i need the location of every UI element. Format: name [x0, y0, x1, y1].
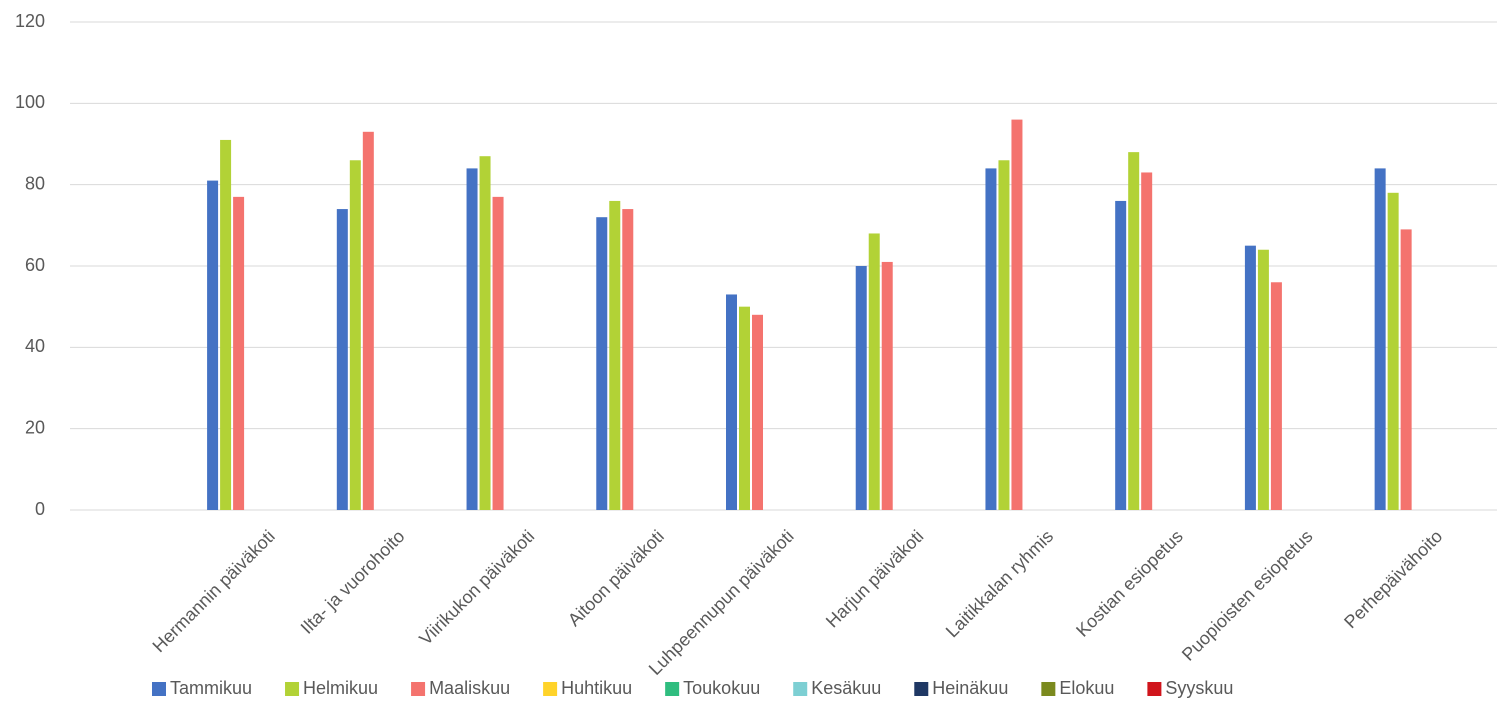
bar — [1244, 245, 1256, 510]
legend-swatch — [285, 682, 300, 696]
legend-label: Toukokuu — [683, 678, 760, 698]
x-tick-label: Puopioisten esiopetus — [1178, 526, 1317, 665]
bar — [349, 160, 361, 510]
legend-swatch — [665, 682, 680, 696]
legend-label: Maaliskuu — [429, 678, 510, 698]
legend-swatch — [152, 682, 166, 696]
legend-label: Helmikuu — [303, 678, 378, 698]
x-tick-label: Laitikkalan ryhmis — [942, 526, 1057, 641]
bar — [1257, 249, 1269, 510]
bar — [998, 160, 1010, 510]
legend-label: Tammikuu — [170, 678, 252, 698]
y-tick-label: 40 — [25, 336, 45, 356]
bar — [1011, 119, 1023, 510]
bar — [492, 196, 504, 510]
bar — [1400, 229, 1412, 510]
bar — [1374, 168, 1386, 510]
bar — [336, 209, 348, 511]
legend-swatch — [1147, 682, 1162, 696]
x-tick-label: Viirikukon päiväkoti — [415, 526, 538, 649]
legend-swatch — [411, 682, 426, 696]
x-tick-label: Perhepäivähoito — [1340, 526, 1446, 632]
bar — [622, 209, 634, 511]
legend-label: Huhtikuu — [561, 678, 632, 698]
bar — [609, 200, 621, 510]
legend-label: Syyskuu — [1165, 678, 1233, 698]
x-tick-label: Hermannin päiväkoti — [149, 526, 279, 656]
y-tick-label: 60 — [25, 255, 45, 275]
bar — [207, 180, 219, 510]
bar — [479, 156, 491, 510]
bar — [752, 314, 763, 510]
bar — [868, 233, 880, 510]
bar — [881, 261, 893, 510]
bar — [985, 168, 997, 510]
x-tick-label: Aitoon päiväkoti — [564, 526, 668, 630]
legend-label: Elokuu — [1059, 678, 1114, 698]
bar — [1115, 200, 1127, 510]
bar — [596, 217, 608, 510]
legend-swatch — [1041, 682, 1056, 696]
y-tick-label: 120 — [15, 11, 45, 31]
bar — [1128, 152, 1140, 510]
bar — [855, 266, 867, 510]
bar — [726, 294, 737, 510]
x-tick-label: Kostian esiopetus — [1072, 526, 1187, 641]
x-tick-label: Luhpeennupun päiväkoti — [645, 526, 798, 679]
bar — [1141, 172, 1153, 510]
bar — [1387, 192, 1399, 511]
bar — [233, 196, 245, 510]
y-tick-label: 100 — [15, 92, 45, 112]
x-tick-label: Harjun päiväkoti — [822, 526, 927, 631]
legend-swatch — [914, 682, 929, 696]
bar — [220, 139, 232, 510]
bar — [739, 306, 750, 510]
bar — [466, 168, 478, 510]
bar — [362, 131, 374, 511]
y-tick-label: 20 — [25, 417, 45, 437]
y-tick-label: 0 — [35, 499, 45, 519]
y-tick-label: 80 — [25, 173, 45, 193]
x-tick-label: Ilta- ja vuorohoito — [297, 526, 409, 638]
legend-label: Kesäkuu — [811, 678, 881, 698]
legend-swatch — [793, 682, 808, 696]
bar — [1270, 282, 1282, 510]
legend-swatch — [543, 682, 558, 696]
legend-label: Heinäkuu — [932, 678, 1008, 698]
